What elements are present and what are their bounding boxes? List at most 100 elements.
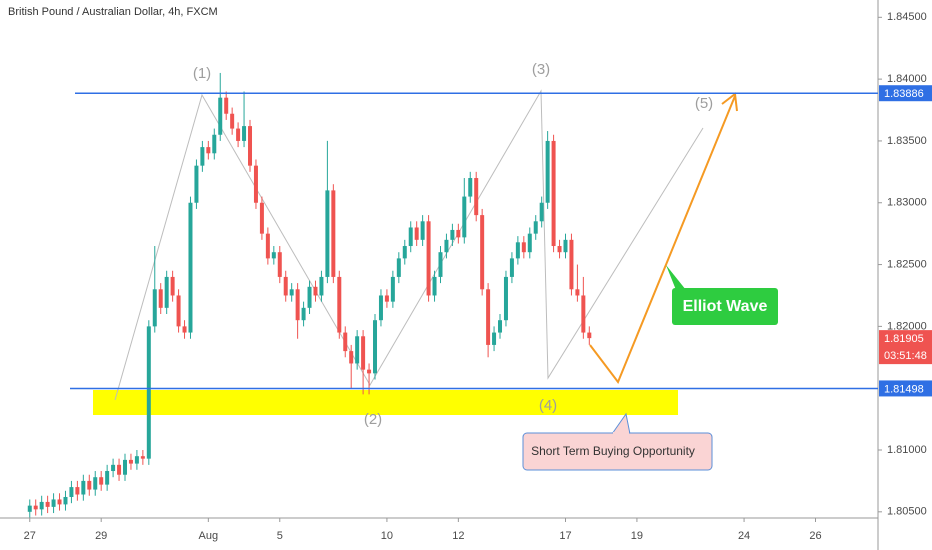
candle-body — [307, 286, 312, 308]
candle-body — [486, 289, 491, 345]
candle-body — [575, 289, 580, 296]
candle-body — [45, 501, 50, 507]
x-tick-label: 17 — [559, 530, 571, 542]
candle-body — [188, 202, 193, 333]
candle-body — [105, 471, 110, 485]
candle-body — [557, 246, 562, 253]
candle-body — [152, 289, 157, 327]
candle-body — [444, 239, 449, 253]
candle-body — [456, 229, 461, 238]
candle-body — [474, 178, 479, 216]
candle-body — [337, 276, 342, 333]
candle-body — [194, 165, 199, 203]
candle-body — [367, 369, 372, 374]
candle-body — [498, 320, 503, 333]
candle-body — [289, 289, 294, 296]
candle-body — [355, 336, 360, 364]
candle-body — [146, 326, 151, 459]
candle-body — [242, 126, 247, 141]
candle-body — [581, 295, 586, 333]
y-tick-label: 1.83500 — [887, 135, 927, 147]
y-tick-label: 1.82500 — [887, 258, 927, 270]
candle-body — [480, 215, 485, 290]
candle-body — [378, 295, 383, 321]
candle-body — [164, 276, 169, 308]
wave-label: (3) — [532, 61, 550, 78]
candle-body — [432, 276, 437, 296]
x-tick-label: 27 — [24, 530, 36, 542]
projection-arrow — [589, 92, 738, 385]
candle-body — [248, 126, 253, 166]
level-tag — [879, 85, 932, 102]
y-tick-label: 1.84000 — [887, 73, 927, 85]
candle-body — [140, 456, 145, 459]
candle-body — [450, 229, 455, 240]
candle-body — [63, 496, 68, 505]
candle-body — [515, 242, 520, 259]
candle-body — [373, 320, 378, 374]
candle-body — [200, 147, 205, 166]
candle-body — [224, 97, 229, 114]
candle-body — [492, 332, 497, 345]
x-tick-label: Aug — [199, 530, 219, 542]
candle-body — [349, 351, 354, 364]
candle-body — [462, 196, 467, 238]
candle-body — [361, 336, 366, 370]
candle-body — [408, 227, 413, 247]
candle-body — [390, 276, 395, 302]
candle-body — [426, 221, 431, 296]
candle-body — [396, 258, 401, 277]
level-label: 1.83886 — [884, 88, 924, 100]
candle-body — [551, 140, 556, 247]
countdown: 03:51:48 — [884, 350, 927, 362]
x-tick-label: 5 — [277, 530, 283, 542]
candle-body — [111, 464, 116, 472]
candle-body — [176, 295, 181, 327]
candle-body — [277, 252, 282, 277]
y-tick-label: 1.84500 — [887, 11, 927, 23]
candle-body — [271, 252, 276, 259]
candle-body — [569, 239, 574, 290]
wave-label: (2) — [364, 411, 382, 428]
candle-body — [343, 332, 348, 352]
wave-line — [114, 89, 704, 401]
x-tick-label: 24 — [738, 530, 750, 542]
candle-body — [325, 190, 330, 277]
candle-body — [313, 286, 318, 296]
y-tick-label: 1.80500 — [887, 506, 927, 518]
candle-body — [503, 276, 508, 321]
candle-body — [509, 258, 514, 277]
candle-body — [27, 505, 32, 512]
x-tick-label: 10 — [381, 530, 393, 542]
candle-body — [99, 477, 104, 485]
projection-line — [589, 95, 736, 385]
x-tick-label: 19 — [631, 530, 643, 542]
candle-body — [414, 227, 419, 240]
candle-body — [301, 307, 306, 321]
candle-body — [212, 134, 217, 154]
callout-pointer — [611, 412, 631, 435]
candle-body — [331, 190, 336, 277]
candle-body — [128, 459, 133, 464]
candle-body — [402, 246, 407, 259]
arrow-head — [721, 92, 738, 112]
support-zone — [93, 390, 678, 415]
candle-body — [533, 221, 538, 234]
x-tick-label: 26 — [809, 530, 821, 542]
buying-label: Short Term Buying Opportunity — [531, 444, 695, 458]
price-label: 1.81905 — [884, 333, 924, 345]
candle-body — [265, 233, 270, 259]
candle-body — [33, 505, 38, 510]
candle-body — [384, 295, 389, 302]
level-tag — [879, 380, 932, 397]
y-tick-label: 1.82000 — [887, 320, 927, 332]
elliot-box — [672, 288, 778, 325]
candle-body — [545, 140, 550, 203]
price-tag — [879, 330, 932, 365]
candle-body — [259, 202, 264, 234]
candle-body — [539, 202, 544, 222]
candle-body — [39, 501, 44, 510]
candle-body — [438, 252, 443, 277]
candle-body — [527, 233, 532, 253]
